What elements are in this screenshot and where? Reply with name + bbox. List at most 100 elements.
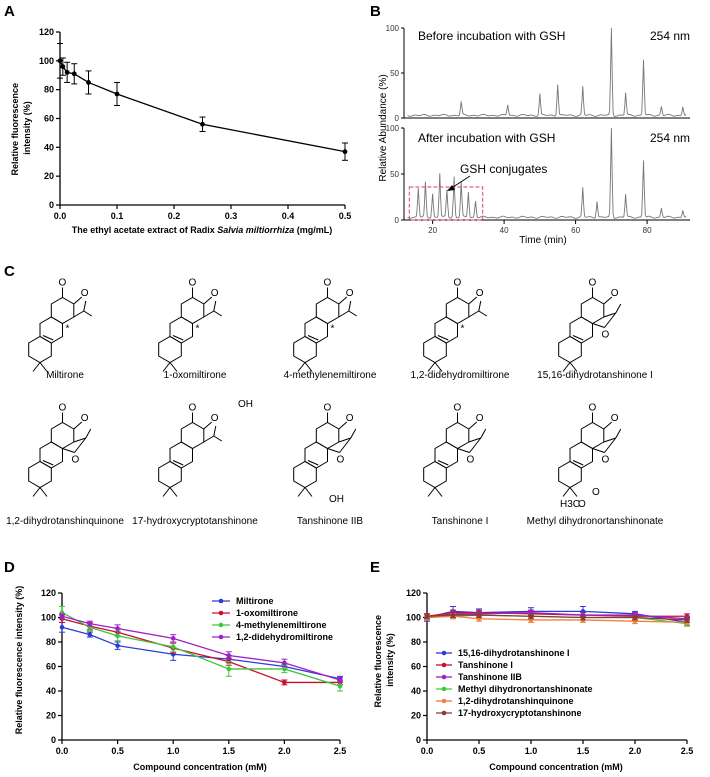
methyl-bond <box>569 487 578 497</box>
structures-panel: O O * Miltirone O O * 1-oxomiltirone O O * 4-methyl… <box>6 278 664 528</box>
chart-d-xlabel: Compound concentration (mM) <box>133 762 267 772</box>
isopropyl-bond <box>348 300 352 312</box>
chart-a: Relative fluorescence intensity (%) The … <box>10 27 351 235</box>
chart-e-ytick-label: 20 <box>411 711 421 721</box>
chart-d: Relative fluorescence intensity (%) Comp… <box>14 586 346 772</box>
compound-name: Tanshinone IIB <box>297 516 363 527</box>
oxygen-label: O <box>59 278 67 289</box>
chart-b-annotation-arrowhead <box>447 185 455 191</box>
compound-name: 1,2-didehydromiltirone <box>411 370 510 381</box>
isopropyl-bond <box>83 300 87 312</box>
chart-d-legend-marker <box>218 634 224 640</box>
chart-a-xlabel-prefix: The ethyl acetate extract of Radix <box>72 225 218 235</box>
isopropyl-bond <box>338 310 350 318</box>
furan-bond <box>604 437 617 453</box>
furan-bond <box>457 448 470 453</box>
chart-d-legend-label: 4-methylenemiltirone <box>236 620 327 630</box>
ring-a <box>158 460 182 489</box>
chart-e-ytick-label: 80 <box>411 637 421 647</box>
chart-d-ytick-label: 60 <box>46 662 56 672</box>
chart-e-legend-marker <box>441 650 447 656</box>
methyl-bond <box>39 362 48 372</box>
chart-d-data-point <box>337 683 343 689</box>
ring-c <box>180 296 205 325</box>
compound-name: 4-methylenemiltirone <box>284 370 377 381</box>
chart-e-ylabel: Relative fluorescence intensity (%) <box>373 612 395 707</box>
chart-a-xlabel: The ethyl acetate extract of Radix Salvi… <box>72 225 333 235</box>
oxygen-label: O <box>72 455 80 466</box>
oxygen-label: O <box>59 403 67 414</box>
ring-a <box>423 335 447 364</box>
chart-a-data-point <box>71 71 77 77</box>
furan-bond <box>327 448 340 453</box>
chart-b-ylabel: Relative Abundance (%) <box>378 74 389 181</box>
chart-e-legend-label: 15,16-dihydrotanshinone I <box>458 648 570 658</box>
oxygen-label: O <box>589 278 597 289</box>
compound-name: Methyl dihydronortanshinonate <box>527 516 664 527</box>
carbonyl-bond <box>338 421 348 430</box>
oxygen-label: O <box>81 413 89 424</box>
ring-a <box>423 460 447 489</box>
hydroxyl-label: OH <box>329 494 344 505</box>
oxygen-label: O <box>324 403 332 414</box>
isopropyl-bond <box>83 310 93 317</box>
oxygen-label: O <box>454 403 462 414</box>
oxygen-label: O <box>602 330 610 341</box>
chart-d-data-point <box>282 666 287 672</box>
chart-d-data-point <box>59 613 65 619</box>
double-bond <box>437 335 449 341</box>
isopropyl-bond <box>213 425 217 437</box>
furan-bond <box>73 437 86 443</box>
ring-c <box>580 296 605 325</box>
oxygen-label: O <box>81 288 89 299</box>
carbonyl-bond <box>338 296 348 305</box>
chart-d-ytick-label: 20 <box>46 711 56 721</box>
chart-d-data-point <box>87 632 93 637</box>
double-bond <box>572 460 584 466</box>
isopropyl-bond <box>213 435 223 442</box>
chart-d-ytick-label: 100 <box>41 613 56 623</box>
double-bond <box>307 460 319 466</box>
methyl-bond <box>297 487 306 497</box>
chart-e-legend-label: 1,2-dihydrotanshinquinone <box>458 696 574 706</box>
oxygen-label: O <box>324 278 332 289</box>
chart-a-ytick-label: 20 <box>44 171 54 181</box>
chart-e-data-point <box>528 613 534 619</box>
oxygen-label: O <box>211 413 219 424</box>
ring-c <box>315 421 340 450</box>
isopropyl-bond <box>478 300 482 312</box>
chart-b-ytick-label: 50 <box>390 69 399 78</box>
chart-e-xtick-label: 2.0 <box>629 746 642 756</box>
chart-a-ylabel-line2: intensity (%) <box>22 101 32 155</box>
methyl-bond <box>427 487 436 497</box>
ring-c <box>445 421 470 450</box>
methyl-bond <box>169 362 178 372</box>
chart-e-xtick-label: 1.5 <box>577 746 590 756</box>
chart-a-ytick-label: 40 <box>44 142 54 152</box>
chart-a-data-point <box>86 80 91 85</box>
chart-e-xtick-label: 0.0 <box>421 746 434 756</box>
double-bond <box>172 460 184 466</box>
ester-methyl-label: H3C <box>560 499 580 510</box>
isopropyl-bond <box>213 300 217 312</box>
oxygen-label: O <box>476 413 484 424</box>
methyl-bond <box>304 487 313 497</box>
oxygen-label: O <box>189 278 197 289</box>
reactive-site-star: * <box>331 324 335 335</box>
methyl-bond <box>427 362 436 372</box>
double-bond <box>42 335 54 341</box>
methyl-bond <box>32 362 41 372</box>
methyl-bond <box>615 303 622 314</box>
chart-d-xtick-label: 0.5 <box>111 746 124 756</box>
isopropyl-bond <box>73 310 85 318</box>
chart-d-data-point <box>337 677 343 683</box>
isopropyl-bond <box>468 310 480 318</box>
chart-b-bottom-trace <box>407 127 687 219</box>
chart-b-ytick-label: 50 <box>390 170 399 179</box>
compound-name: 1,2-dihydrotanshinquinone <box>6 516 124 527</box>
ester-oxygen-label: O <box>578 499 586 510</box>
chart-a-xtick-label: 0.5 <box>339 211 352 221</box>
chart-e-legend-label: Methyl dihydronortanshinonate <box>458 684 593 694</box>
isopropyl-bond <box>203 310 215 318</box>
